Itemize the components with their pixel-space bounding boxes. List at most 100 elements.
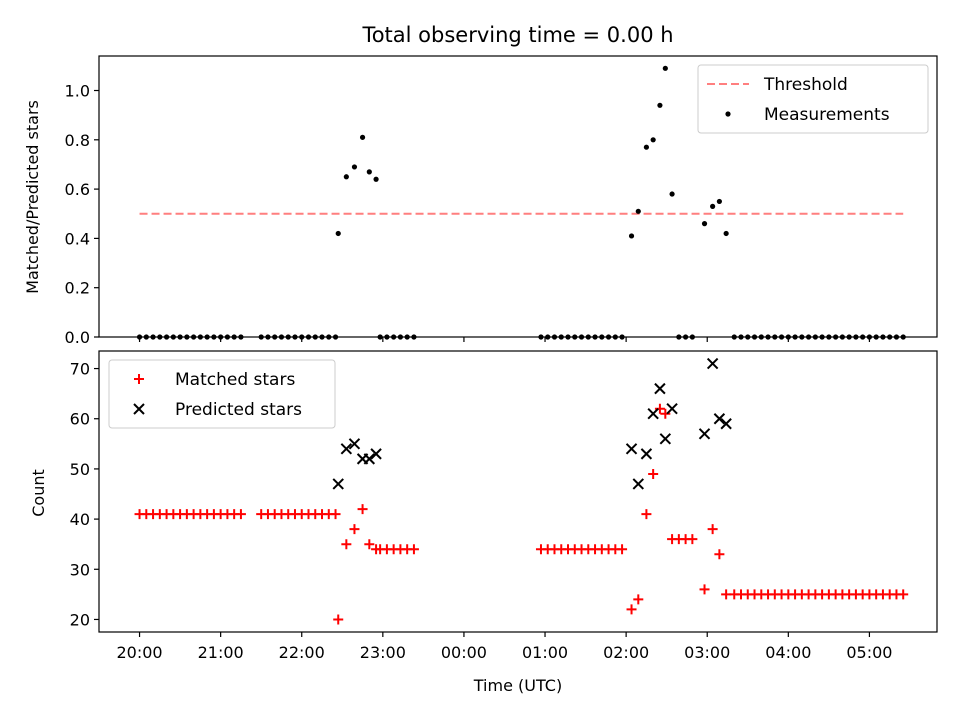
- y-tick-label: 40: [70, 510, 90, 529]
- x-axis-label: Time (UTC): [473, 676, 562, 695]
- measurement-point: [177, 334, 183, 340]
- matched-point: [330, 509, 341, 520]
- measurement-point: [592, 334, 598, 340]
- measurement-point: [669, 191, 675, 197]
- measurement-point: [351, 164, 358, 170]
- matched-point: [654, 403, 665, 414]
- measurement-point: [731, 334, 737, 340]
- measurement-point: [873, 334, 879, 340]
- measurement-point: [676, 334, 682, 340]
- matched-point: [341, 539, 352, 550]
- predicted-point: [625, 443, 638, 455]
- measurement-point: [572, 334, 578, 340]
- measurement-point: [833, 334, 839, 340]
- measurement-point: [738, 334, 744, 340]
- measurement-point: [643, 144, 650, 150]
- measurement-point: [612, 334, 618, 340]
- measurement-point: [170, 334, 176, 340]
- predicted-point: [666, 402, 678, 415]
- measurement-point: [373, 176, 379, 182]
- axes-frame-0: [98, 55, 938, 338]
- y-tick-label: 0.4: [65, 229, 90, 248]
- y-tick-label: 20: [70, 610, 90, 629]
- measurement-point: [211, 334, 217, 340]
- matched-point: [714, 549, 725, 560]
- measurement-point: [411, 334, 417, 340]
- x-tick-label: 20:00: [116, 643, 162, 662]
- measurement-point: [765, 334, 771, 340]
- measurement-point: [846, 334, 852, 340]
- x-tick-label: 05:00: [846, 643, 892, 662]
- measurement-point: [272, 334, 278, 340]
- measurement-point: [657, 102, 663, 108]
- measurement-point: [305, 334, 312, 340]
- legend-label: Threshold: [763, 75, 848, 95]
- predicted-point: [348, 438, 361, 450]
- measurement-point: [143, 334, 149, 340]
- predicted-point: [340, 443, 353, 455]
- predicted-point: [713, 413, 726, 425]
- y-tick-label: 1.0: [65, 82, 90, 101]
- predicted-point: [332, 478, 344, 490]
- measurement-point: [136, 334, 143, 340]
- legend-marker-matched: [134, 374, 144, 384]
- matched-point: [617, 544, 628, 555]
- measurement-point: [265, 334, 271, 340]
- measurement-point: [292, 334, 298, 340]
- measurement-point: [689, 334, 695, 340]
- measurement-point: [866, 334, 873, 340]
- measurement-point: [893, 334, 900, 340]
- measurement-point: [826, 334, 832, 340]
- measurement-point: [332, 334, 339, 340]
- measurement-point: [150, 334, 156, 340]
- measurement-point: [819, 334, 825, 340]
- measurement-point: [751, 334, 758, 340]
- matched-point: [357, 504, 368, 515]
- measurement-point: [366, 169, 372, 175]
- matched-point: [699, 584, 710, 595]
- matched-point: [633, 594, 644, 605]
- measurement-point: [258, 334, 264, 340]
- predicted-point: [659, 433, 672, 445]
- measurement-point: [880, 334, 886, 340]
- measurement-point: [285, 334, 291, 340]
- measurement-point: [662, 65, 668, 71]
- measurement-point: [900, 334, 906, 340]
- measurement-point: [887, 334, 893, 340]
- matched-point: [235, 509, 246, 520]
- measurement-point: [163, 334, 170, 340]
- y-tick-label: 30: [70, 560, 90, 579]
- predicted-point: [654, 382, 666, 395]
- measurement-point: [785, 334, 791, 340]
- predicted-point: [640, 448, 653, 460]
- x-tick-label: 04:00: [765, 643, 811, 662]
- measurement-point: [184, 334, 190, 340]
- measurement-point: [224, 334, 231, 340]
- measurement-point: [839, 334, 845, 340]
- measurement-point: [710, 203, 716, 209]
- measurement-point: [326, 334, 332, 340]
- measurement-point: [391, 334, 397, 340]
- predicted-point: [632, 478, 645, 490]
- matched-point: [648, 468, 659, 479]
- measurement-point: [384, 334, 390, 340]
- y-tick-label: 0.6: [65, 180, 90, 199]
- y-tick-label: 0.0: [65, 328, 90, 347]
- measurement-point: [716, 198, 722, 205]
- measurement-point: [683, 334, 689, 340]
- measurement-point: [197, 334, 203, 340]
- measurement-point: [650, 137, 656, 143]
- measurement-point: [343, 174, 349, 180]
- measurement-point: [853, 334, 859, 340]
- legend-marker-measurements: [725, 111, 731, 117]
- measurement-point: [585, 334, 591, 340]
- measurement-point: [772, 334, 778, 340]
- measurement-point: [805, 334, 812, 340]
- measurement-point: [799, 334, 805, 340]
- measurement-point: [723, 230, 729, 237]
- predicted-point: [720, 418, 732, 430]
- y-tick-label: 50: [70, 460, 90, 479]
- matched-point: [898, 589, 909, 600]
- series-matched-stars: [134, 403, 909, 625]
- measurement-point: [812, 334, 818, 340]
